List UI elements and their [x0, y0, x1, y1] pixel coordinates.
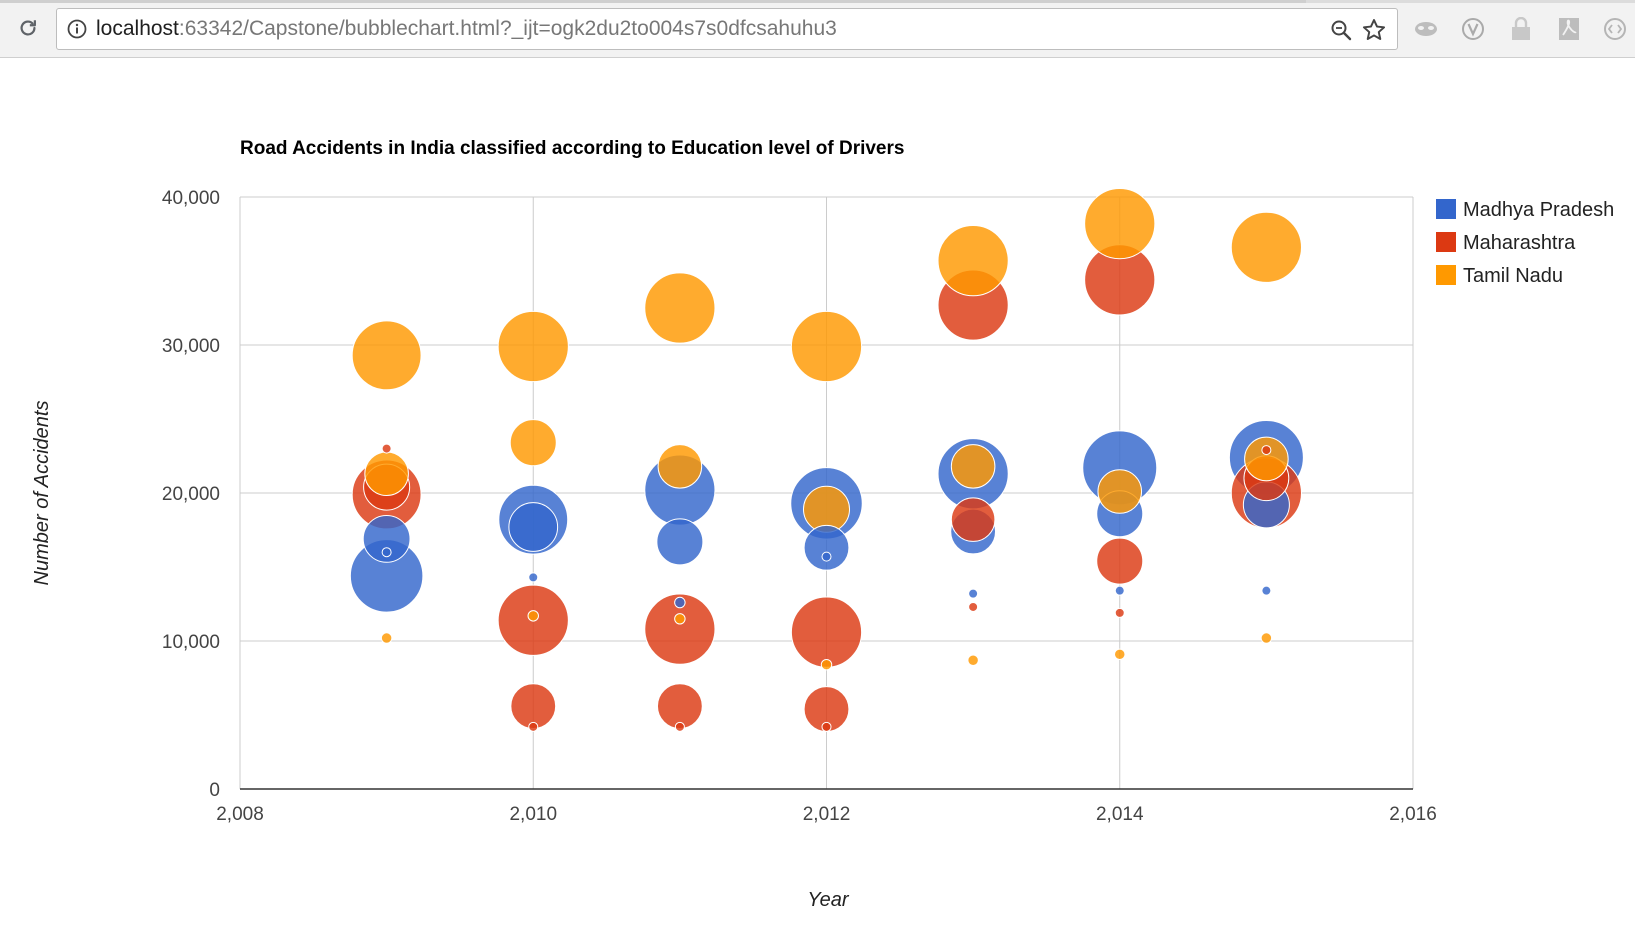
- bubble-point: [820, 658, 833, 671]
- bubble-point: [656, 518, 704, 566]
- bubble-point: [1261, 445, 1272, 456]
- browser-toolbar: localhost:63342/Capstone/bubblechart.htm…: [0, 0, 1635, 58]
- v-extension-icon: [1462, 18, 1484, 40]
- bubble-point: [381, 443, 392, 454]
- y-tick-label: 40,000: [162, 188, 220, 209]
- y-tick-label: 20,000: [162, 484, 220, 505]
- bubble-point: [1114, 607, 1125, 618]
- pdf-extension-button[interactable]: [1555, 15, 1583, 43]
- bubble-point: [527, 610, 539, 622]
- bubble-point: [528, 721, 539, 732]
- legend: Madhya Pradesh Maharashtra Tamil Nadu: [1436, 199, 1614, 287]
- bubble-point: [657, 444, 703, 489]
- url-path: :63342/Capstone/bubblechart.html?_ijt=og…: [178, 17, 837, 40]
- reload-icon: [20, 20, 36, 36]
- bubble-point: [674, 613, 686, 625]
- y-axis-label: Number of Accidents: [31, 401, 53, 586]
- legend-label: Madhya Pradesh: [1463, 199, 1614, 221]
- bubble-point: [351, 320, 422, 391]
- reload-button[interactable]: [14, 14, 42, 42]
- bubble-point: [1261, 585, 1272, 596]
- bubble-point: [950, 497, 996, 542]
- code-extension-icon: [1604, 18, 1626, 40]
- x-tick-label: 2,014: [1096, 804, 1144, 825]
- tick-labels: 2,008 2,010 2,012 2,014 2,016 0 10,000 20,000 30…: [162, 188, 1437, 825]
- bubble-point: [1096, 537, 1144, 585]
- bubble-point: [644, 272, 716, 344]
- bubble-point: [656, 683, 703, 730]
- bubble-point: [362, 514, 411, 563]
- info-icon[interactable]: [67, 19, 87, 39]
- legend-swatch: [1436, 232, 1456, 252]
- bubble-point: [528, 572, 539, 583]
- url-host: localhost: [96, 17, 179, 40]
- bubble-point: [821, 551, 832, 562]
- bubble-point: [381, 547, 392, 558]
- bubble-point: [1230, 211, 1302, 283]
- mask-extension-button[interactable]: [1412, 15, 1440, 43]
- chart-container: Road Accidents in India classified accor…: [0, 58, 1635, 926]
- bubble-point: [364, 451, 409, 497]
- bubble-point: [968, 588, 979, 599]
- x-tick-label: 2,010: [509, 804, 557, 825]
- bubble-point: [674, 721, 685, 732]
- star-icon[interactable]: [1361, 17, 1387, 43]
- bubble-point: [674, 596, 686, 609]
- url-text[interactable]: localhost:63342/Capstone/bubblechart.htm…: [96, 17, 837, 41]
- x-axis-label: Year: [807, 889, 849, 911]
- pdf-extension-icon: [1559, 18, 1579, 40]
- bubble-point: [1084, 188, 1156, 260]
- legend-label: Maharashtra: [1463, 232, 1576, 254]
- address-bar[interactable]: localhost:63342/Capstone/bubblechart.htm…: [56, 8, 1398, 50]
- bubble-point: [1114, 648, 1126, 661]
- tab-edge: [0, 0, 1306, 3]
- chart-title: Road Accidents in India classified accor…: [240, 138, 904, 159]
- bubble-point: [790, 596, 863, 668]
- x-tick-label: 2,008: [216, 804, 264, 825]
- v-extension-button[interactable]: [1459, 15, 1487, 43]
- x-tick-label: 2,016: [1389, 804, 1437, 825]
- legend-swatch: [1436, 199, 1456, 219]
- legend-label: Tamil Nadu: [1463, 265, 1563, 287]
- bubble-point: [380, 632, 393, 644]
- bubble-point: [644, 593, 716, 665]
- y-tick-label: 10,000: [162, 632, 220, 653]
- bubble-point: [950, 444, 996, 489]
- mask-extension-icon: [1415, 22, 1437, 36]
- bubble-point: [1097, 469, 1143, 514]
- lock-extension-button[interactable]: [1507, 15, 1535, 43]
- y-tick-label: 30,000: [162, 336, 220, 357]
- bubble-point: [497, 310, 569, 383]
- tab-strip: [0, 0, 1635, 3]
- bubble-point: [968, 601, 979, 612]
- code-extension-button[interactable]: [1601, 15, 1629, 43]
- bubble-point: [821, 721, 832, 732]
- bubble-point: [967, 654, 979, 666]
- x-tick-label: 2,012: [803, 804, 851, 825]
- legend-swatch: [1436, 265, 1456, 285]
- y-tick-label: 0: [209, 780, 220, 801]
- bubble-point: [803, 524, 850, 571]
- lock-extension-icon: [1512, 17, 1530, 40]
- bubbles: [349, 188, 1304, 732]
- bubble-point: [1114, 585, 1125, 596]
- bubble-point: [508, 502, 559, 552]
- bubble-point: [937, 225, 1009, 297]
- zoom-icon[interactable]: [1329, 18, 1353, 42]
- bubble-point: [509, 419, 557, 467]
- bubble-point: [1244, 436, 1289, 482]
- bubble-point: [790, 310, 863, 383]
- bubble-chart: Road Accidents in India classified accor…: [31, 138, 1614, 911]
- bubble-point: [510, 683, 557, 730]
- bubble-point: [1260, 632, 1273, 644]
